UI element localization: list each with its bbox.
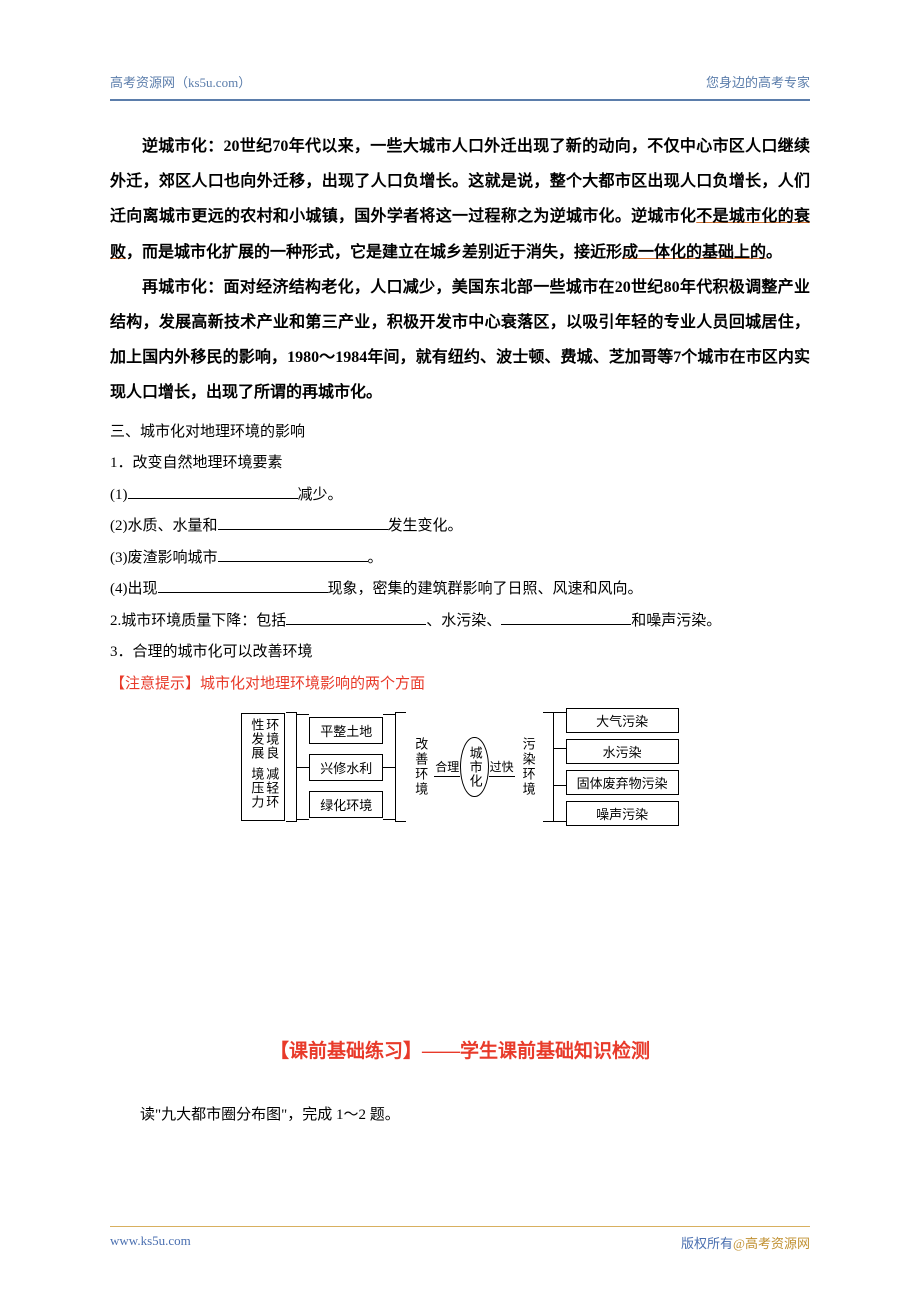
vbox-l2: 环境良性发展 — [248, 718, 278, 767]
q1-1: (1) 减少。 — [110, 480, 810, 512]
para1-one: 成一体化的基础上的 — [622, 244, 766, 261]
vbox-l1: 减轻环境压力 — [248, 767, 278, 816]
note-line: 【注意提示】城市化对地理环境影响的两个方面 — [110, 669, 810, 701]
q1-1a: (1) — [110, 487, 128, 503]
page-header: 高考资源网（ks5u.com） 您身边的高考专家 — [110, 72, 810, 91]
q1-2b: 发生变化。 — [388, 518, 463, 534]
para1-end: 。 — [766, 244, 782, 261]
header-rule — [110, 99, 810, 101]
q1-4: (4)出现 现象，密集的建筑群影响了日照、风速和风向。 — [110, 574, 810, 606]
q1-2a: (2)水质、水量和 — [110, 518, 218, 534]
footer-right: 版权所有@高考资源网 — [681, 1233, 810, 1252]
note-label: 【注意提示】 — [110, 676, 200, 692]
q2: 2.城市环境质量下降：包括 、水污染、 和噪声污染。 — [110, 606, 810, 638]
box-level-land: 平整土地 — [309, 717, 383, 744]
diagram-right-boxes: 大气污染 水污染 固体废弃物污染 噪声污染 — [566, 708, 679, 826]
conn-rational: 合理 — [434, 758, 460, 777]
stubs-left-in — [297, 708, 309, 826]
footer-right-b: @高考资源网 — [733, 1236, 810, 1251]
q2b: 、水污染、 — [426, 613, 501, 629]
q1-head: 1．改变自然地理环境要素 — [110, 448, 810, 480]
stubs-left-out — [383, 708, 395, 826]
conn-rational-text: 合理 — [435, 758, 459, 775]
q2c: 和噪声污染。 — [631, 613, 721, 629]
practice-title: 【课前基础练习】——学生课前基础知识检测 — [110, 1036, 810, 1063]
para2-text: 再城市化：面对经济结构老化，人口减少，美国东北部一些城市在20世纪80年代积极调… — [110, 270, 810, 411]
stubs-right-in — [554, 708, 566, 826]
blank-1 — [128, 482, 298, 499]
section-3-title: 三、城市化对地理环境的影响 — [110, 417, 810, 449]
diagram-left-vbox: 环境良性发展 减轻环境压力 — [241, 713, 285, 821]
para1-tail: ，而是城市化扩展的一种形式，它是建立在城乡差别近于消失，接近形 — [126, 244, 622, 261]
paragraph-reverse-urbanization: 逆城市化：20世纪70年代以来，一些大城市人口外迁出现了新的动向，不仅中心市区人… — [110, 129, 810, 270]
box-water-pollution: 水污染 — [566, 739, 679, 764]
box-solid-waste-pollution: 固体废弃物污染 — [566, 770, 679, 795]
blank-3 — [218, 545, 368, 562]
conn-fast: 过快 — [489, 758, 515, 777]
diagram-urbanization-effects: 环境良性发展 减轻环境压力 平整土地 兴修水利 绿化环境 改善环境 合理 城市化 — [200, 708, 720, 826]
blank-5 — [286, 608, 426, 625]
intro-question: 读"九大都市圈分布图"，完成 1～2 题。 — [110, 1103, 810, 1124]
diagram-left-boxes: 平整土地 兴修水利 绿化环境 — [309, 717, 383, 818]
box-air-pollution: 大气污染 — [566, 708, 679, 733]
note-text: 城市化对地理环境影响的两个方面 — [200, 676, 425, 692]
q3: 3．合理的城市化可以改善环境 — [110, 637, 810, 669]
blank-6 — [501, 608, 631, 625]
box-water-conservancy: 兴修水利 — [309, 754, 383, 781]
q1-1b: 减少。 — [298, 487, 343, 503]
bracket-right-open — [542, 708, 554, 826]
oval-urbanization: 城市化 — [460, 737, 488, 797]
q1-3: (3)废渣影响城市 。 — [110, 543, 810, 575]
q1-2: (2)水质、水量和 发生变化。 — [110, 511, 810, 543]
footer-right-a: 版权所有 — [681, 1236, 733, 1251]
page-footer: www.ks5u.com 版权所有@高考资源网 — [110, 1226, 810, 1252]
conn-fast-text: 过快 — [490, 758, 514, 775]
practice-title-red: 【课前基础练习】—— — [270, 1041, 460, 1062]
label-improve-env: 改善环境 — [407, 737, 434, 797]
footer-url: www.ks5u.com — [110, 1233, 191, 1252]
header-left: 高考资源网（ks5u.com） — [110, 72, 251, 91]
practice-title-black: 学生课前基础知识检测 — [460, 1041, 650, 1062]
bracket-left-open — [285, 708, 297, 826]
header-right: 您身边的高考专家 — [706, 72, 810, 91]
q1-3a: (3)废渣影响城市 — [110, 550, 218, 566]
blank-2 — [218, 514, 388, 531]
q2a: 2.城市环境质量下降：包括 — [110, 613, 286, 629]
label-pollute-env: 污染环境 — [515, 737, 542, 797]
paragraph-re-urbanization: 再城市化：面对经济结构老化，人口减少，美国东北部一些城市在20世纪80年代积极调… — [110, 270, 810, 411]
q1-4b: 现象，密集的建筑群影响了日照、风速和风向。 — [328, 581, 643, 597]
box-greening: 绿化环境 — [309, 791, 383, 818]
q1-3b: 。 — [368, 550, 383, 566]
bracket-left-close — [395, 708, 407, 826]
q1-4a: (4)出现 — [110, 581, 158, 597]
blank-4 — [158, 577, 328, 594]
box-noise-pollution: 噪声污染 — [566, 801, 679, 826]
